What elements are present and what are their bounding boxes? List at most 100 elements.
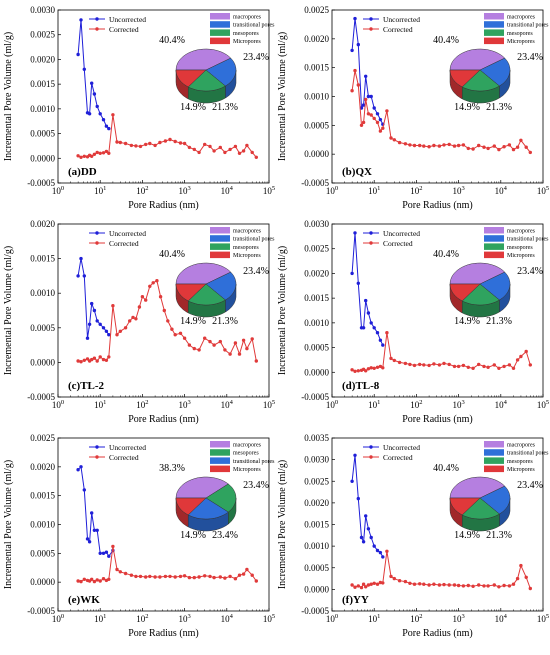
point-corrected [178,574,183,579]
point-corrected [223,576,227,580]
point-corrected [364,97,368,102]
x-tick-label: 105 [263,613,275,624]
point-uncorrected [350,271,354,276]
y-axis-label: Incremental Pore Volume (ml/g) [3,32,14,161]
point-uncorrected [372,106,376,110]
point-corrected [375,582,380,586]
pie-slice-0-mesopores [187,69,226,92]
point-corrected [192,147,196,152]
point-corrected [507,584,512,588]
point-corrected [375,365,380,369]
point-uncorrected [364,298,368,303]
x-tick-label: 103 [178,613,190,624]
point-corrected [90,154,94,158]
series-line-uncorrected [351,232,384,346]
point-corrected [173,575,177,579]
point-corrected [511,147,516,152]
x-tick-label-exp: 2 [145,399,148,406]
x-tick-label-exp: 1 [377,399,380,406]
point-corrected [361,582,366,586]
legend-marker-corrected [95,455,99,459]
x-tick-label-exp: 5 [546,613,549,620]
x-tick-label-base: 10 [94,186,104,196]
y-tick-label: 0.0005 [30,323,55,333]
x-tick-label-exp: 2 [419,613,422,620]
x-tick-label-exp: 0 [61,613,64,620]
point-corrected [389,574,393,579]
point-uncorrected [79,18,83,22]
pie-pct-macropores: 40.4% [159,249,185,260]
pie-pct-mesopores: 21.3% [212,316,238,327]
pie-legend-swatch-macropores [210,13,230,20]
point-corrected [486,365,490,369]
pie-legend-swatch-Micropores [210,465,230,473]
point-corrected [412,363,417,368]
x-tick-label-exp: 1 [377,185,380,192]
x-tick-label-exp: 4 [230,613,234,620]
x-tick-label-exp: 0 [61,399,64,406]
x-tick-label-base: 10 [537,614,547,624]
x-tick-label-exp: 2 [145,185,148,192]
point-corrected [432,362,436,366]
x-tick-label-base: 10 [410,186,420,196]
x-tick-label-exp: 5 [272,399,275,406]
pie-legend-swatch-macropores [484,13,504,20]
point-corrected [223,348,227,352]
point-corrected [437,144,442,148]
point-corrected [182,574,187,578]
point-uncorrected [90,511,94,515]
point-corrected [418,582,422,586]
point-corrected [237,573,242,577]
x-tick-label-exp: 1 [103,185,106,192]
pie-slice-5-macropores [449,476,506,499]
x-tick-label-base: 10 [410,614,420,624]
point-corrected [158,140,162,145]
point-corrected [82,154,87,158]
pie-legend-label-mesopores: mesopores [233,451,259,457]
point-corrected [461,584,466,588]
point-corrected [115,333,119,337]
point-corrected [361,120,366,125]
pie-legend-swatch-transitional-pores [210,21,230,28]
x-axis-label: Pore Radius (nm) [128,200,199,211]
pie-legend-swatch-transitional-pores [484,21,504,28]
point-uncorrected [350,479,354,483]
point-corrected [466,583,470,588]
pie-pct-macropores: 38.3% [159,463,185,474]
point-corrected [369,113,373,117]
point-uncorrected [378,550,383,555]
point-corrected [353,585,357,589]
point-corrected [502,583,506,588]
point-uncorrected [104,329,109,333]
point-uncorrected [366,527,371,531]
x-tick-label: 100 [326,185,338,196]
x-axis-label: Pore Radius (nm) [128,414,199,425]
pie-legend: macropores transitional pores mesopores Mic… [484,441,549,473]
point-corrected [392,576,396,581]
point-corrected [223,150,227,155]
pie-legend: macropores mesopores transitional pores Mic… [210,441,275,473]
point-corrected [254,359,258,363]
point-corrected [528,150,532,155]
point-corrected [408,143,412,147]
pie-legend-label-transitional-pores: transitional pores [233,459,275,465]
series-line-uncorrected [77,465,114,558]
legend-marker-uncorrected [95,17,99,21]
point-corrected [378,129,383,133]
pie-slice-4-transitional-pores [187,497,229,520]
pie-slice-1-mesopores [461,69,500,92]
pie-slice-4-macropores [175,476,229,499]
panel-1: -0.0005 0.0000 0.0005 0.0010 0.0015 0.0020 0.0… [277,5,549,211]
point-uncorrected [369,535,373,540]
point-corrected [85,357,90,361]
point-corrected [492,144,496,148]
point-corrected [98,579,102,583]
point-corrected [101,151,106,155]
y-tick-label: 0.0020 [30,462,55,472]
point-corrected [385,549,389,553]
pie-slice-3-mesopores [461,283,500,306]
point-corrected [168,574,172,579]
x-tick-label-exp: 4 [504,399,508,406]
